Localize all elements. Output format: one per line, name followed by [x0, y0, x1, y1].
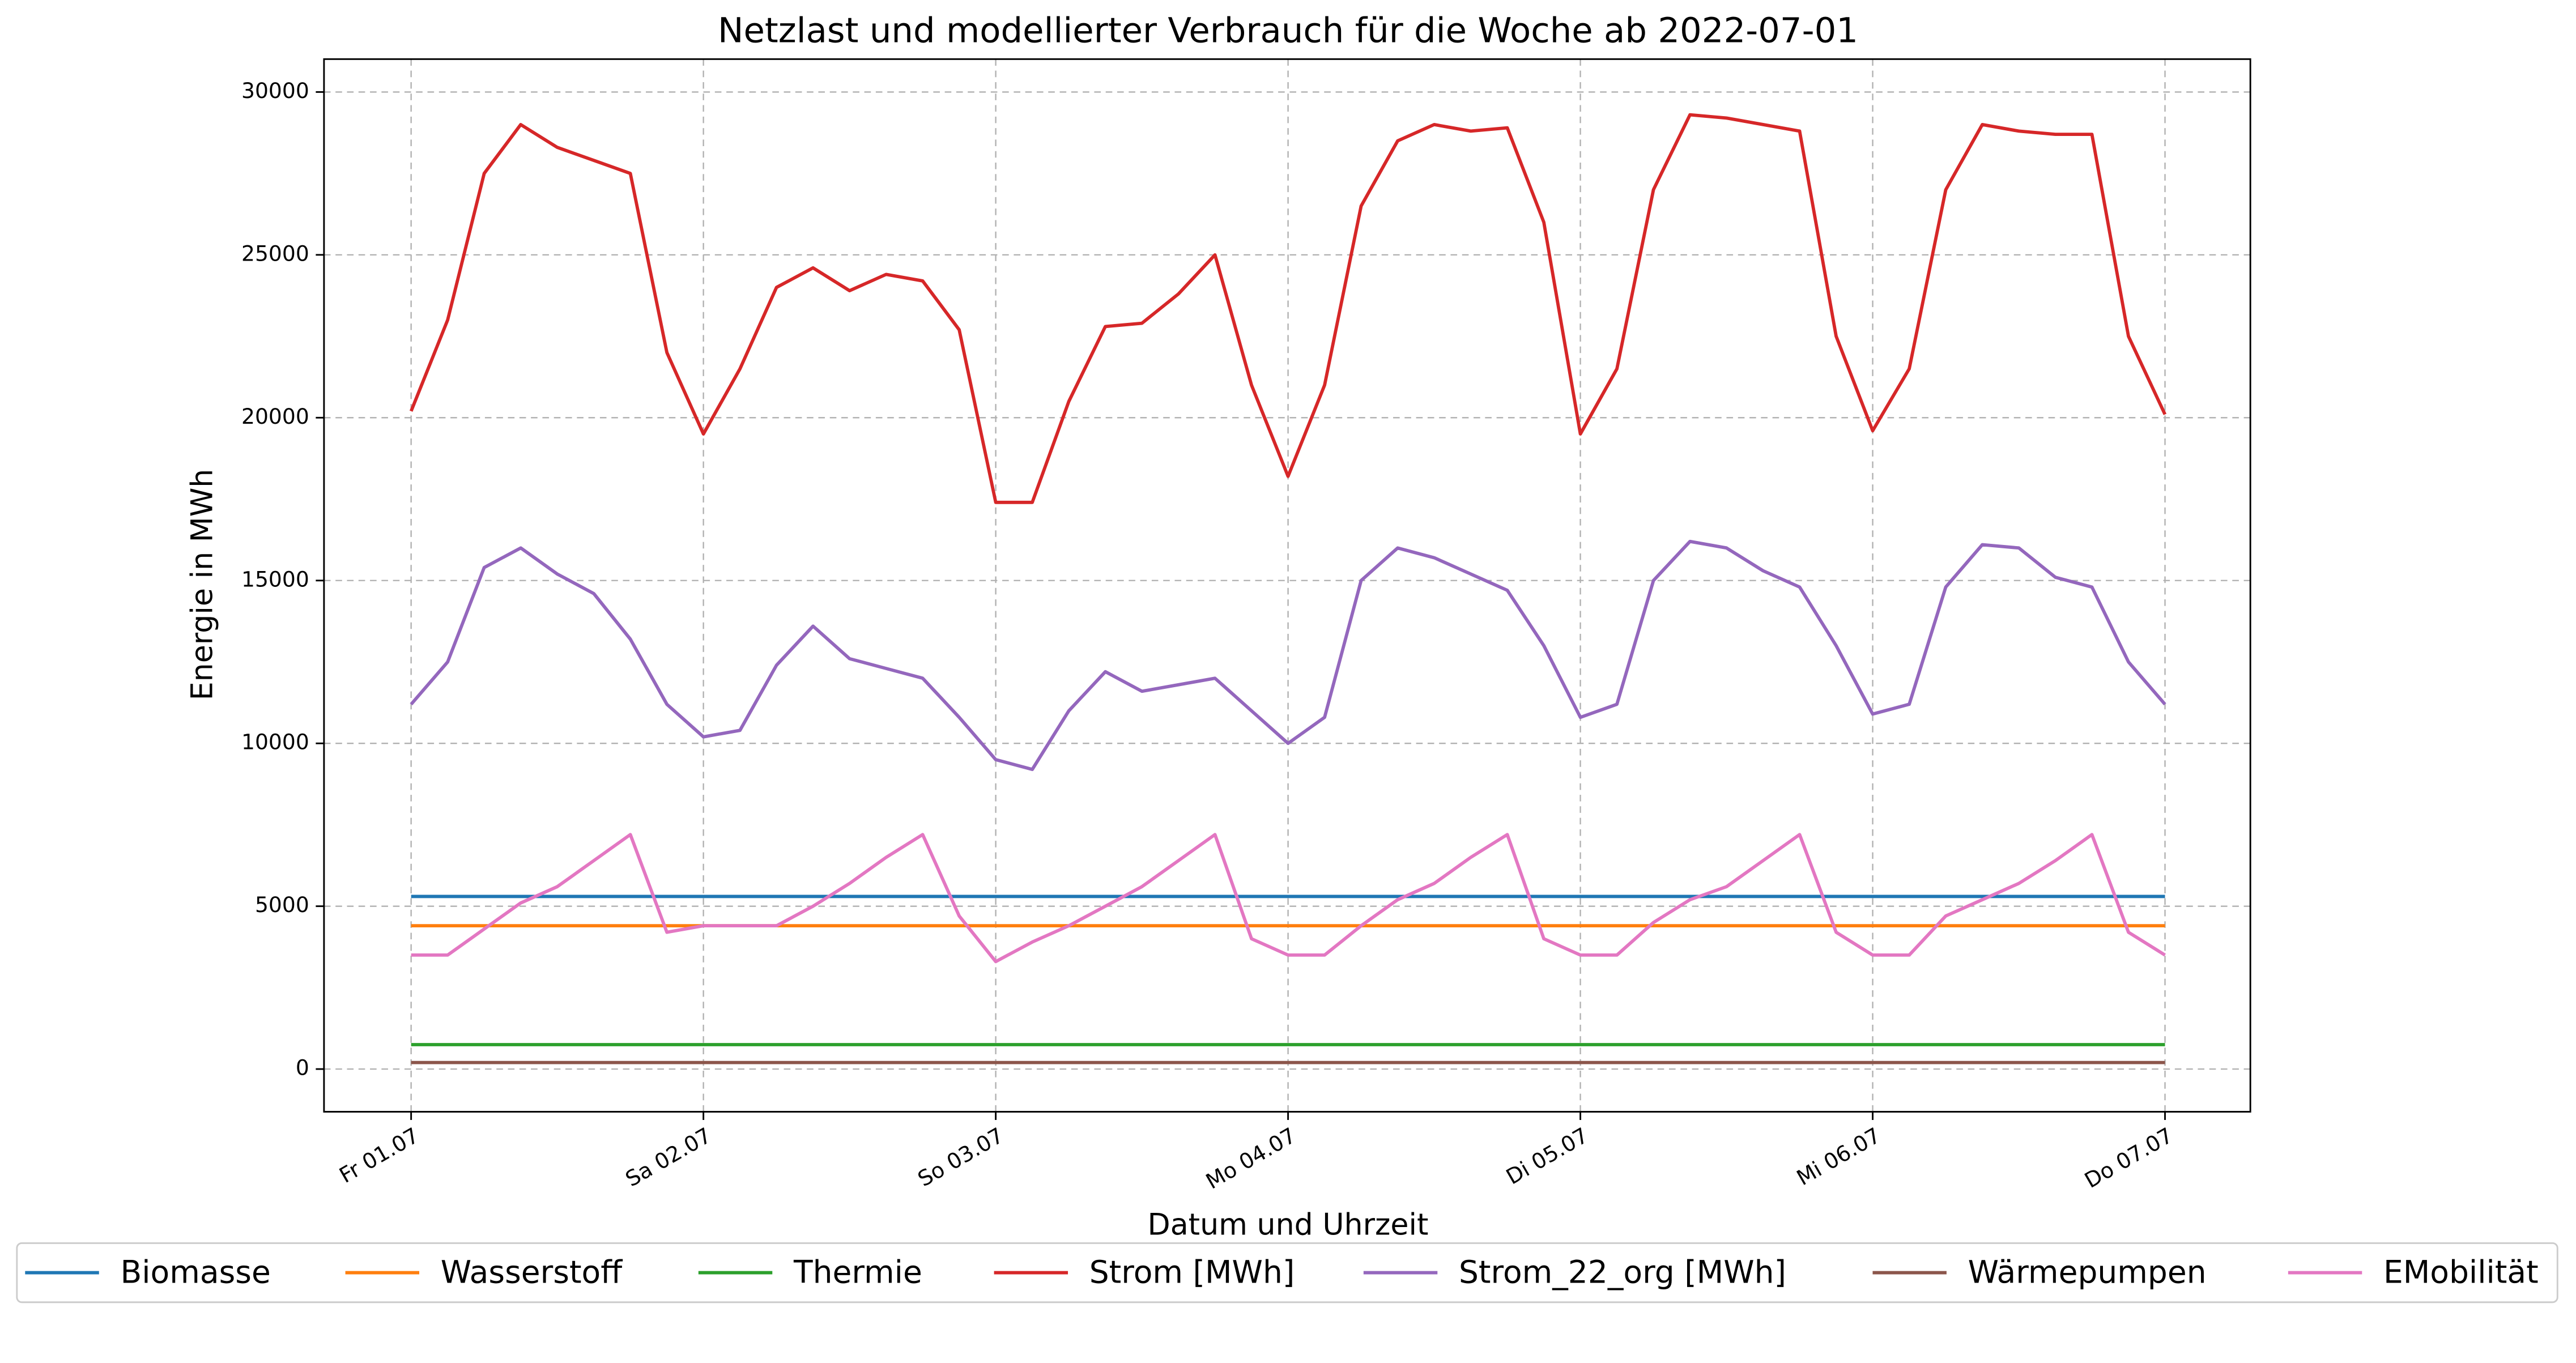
y-axis-label: Energie in MWh [185, 469, 219, 701]
series-line [409, 113, 2167, 504]
legend-label: Thermie [793, 1254, 922, 1290]
legend-box [16, 1242, 2558, 1304]
x-tick-label: Mo 04.07 [1202, 1123, 1300, 1194]
x-tick-label: So 03.07 [914, 1123, 1008, 1192]
x-axis-label: Datum und Uhrzeit [1148, 1208, 1429, 1242]
chart-title: Netzlast und modellierter Verbrauch für … [718, 11, 1858, 51]
legend-label: Strom_22_org [MWh] [1459, 1254, 1786, 1290]
series-line [411, 833, 2166, 964]
y-tick-label: 5000 [255, 892, 309, 917]
x-tick-label: Mi 06.07 [1792, 1123, 1885, 1191]
y-tick-label: 30000 [241, 78, 309, 103]
legend-label: Wärmepumpen [1968, 1254, 2207, 1290]
x-tick-label: Do 07.07 [2080, 1123, 2177, 1193]
legend-label: Strom [MWh] [1089, 1254, 1295, 1290]
legend-label: Biomasse [120, 1254, 270, 1290]
y-tick-label: 15000 [241, 567, 309, 591]
x-tick-label: Sa 02.07 [621, 1123, 716, 1192]
y-tick-label: 20000 [241, 404, 309, 429]
series-line [410, 539, 2166, 772]
legend-label: EMobilität [2383, 1254, 2539, 1290]
legend-label: Wasserstoff [441, 1254, 623, 1290]
x-tick-label: Di 05.07 [1502, 1123, 1593, 1190]
y-tick-label: 10000 [241, 730, 309, 755]
y-tick-label: 0 [296, 1055, 309, 1080]
plot-frame [323, 58, 2251, 1113]
x-tick-label: Fr 01.07 [335, 1123, 423, 1188]
y-tick-label: 25000 [241, 241, 309, 266]
